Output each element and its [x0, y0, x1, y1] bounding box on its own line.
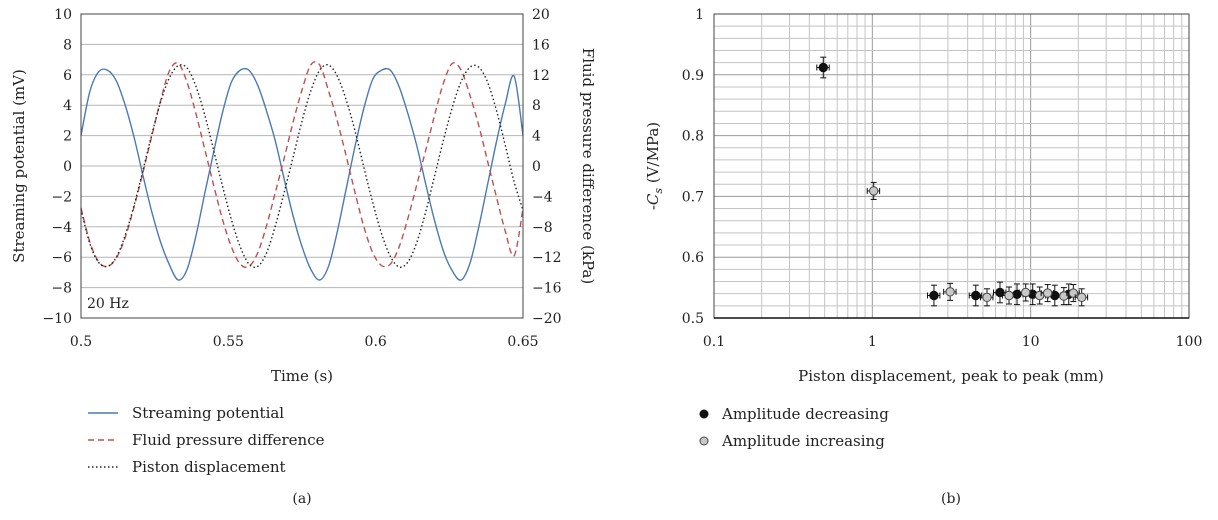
data-point-amplitude-decreasing [818, 62, 828, 73]
panel-a-gridlines [81, 13, 523, 319]
panel-a-y2-tick-label: 8 [532, 98, 541, 114]
panel-a-label: (a) [292, 491, 311, 507]
panel-a-y2-tick-label: −8 [532, 220, 553, 236]
legend-fluid-pressure-label: Fluid pressure difference [132, 431, 325, 449]
panel-b-y-tick-label: 0.5 [682, 311, 704, 327]
panel-a-legend: Streaming potential Fluid pressure diffe… [88, 404, 325, 476]
legend-amplitude-increasing-label: Amplitude increasing [721, 432, 885, 450]
data-point-amplitude-increasing [1020, 287, 1031, 298]
panel-a-y-tick-label: 0 [63, 159, 72, 175]
panel-a-y-tick-label: −10 [42, 311, 72, 327]
panel-a-series [80, 61, 524, 281]
panel-b-y-tick-label: 0.9 [682, 68, 704, 84]
panel-b-y-axis-label-suffix: (V/MPa) [644, 122, 662, 188]
panel-a-y2-tick-label: 0 [532, 159, 541, 175]
data-point-amplitude-increasing [868, 186, 879, 196]
legend-streaming-potential-label: Streaming potential [132, 404, 284, 422]
legend-piston-displacement-label: Piston displacement [132, 458, 286, 476]
panel-a-y-tick-label: 2 [63, 129, 72, 145]
series-piston-displacement [80, 63, 524, 268]
panel-a-y2-tick-label: 4 [532, 129, 541, 145]
panel-a-y-tick-label: 8 [63, 37, 72, 53]
series-streaming-potential [80, 67, 524, 281]
data-point-amplitude-increasing [1042, 288, 1053, 298]
panel-a-y2-tick-label: −16 [532, 281, 562, 297]
panel-b-gridlines [713, 13, 1189, 319]
panel-a-y-tick-label: −4 [51, 220, 72, 236]
data-point-amplitude-increasing [1004, 290, 1014, 301]
panel-a-plot-frame [80, 13, 524, 319]
panel-a-annotation: 20 Hz [87, 296, 129, 312]
panel-b-tick-labels: 0.5 0.6 0.7 0.8 0.9 1 0.1 1 10 100 [682, 7, 1203, 350]
panel-a-x-axis-label: Time (s) [271, 367, 333, 385]
panel-b-y-tick-label: 1 [695, 7, 704, 23]
panel-a-y-axis-label: Streaming potential (mV) [10, 69, 28, 263]
panel-a-y2-tick-label: 16 [532, 37, 550, 53]
panel-b: 0.5 0.6 0.7 0.8 0.9 1 0.1 1 10 100 Piston displac… [644, 7, 1202, 507]
panel-b-x-tick-label: 10 [1022, 334, 1040, 350]
panel-a-y2-tick-label: 20 [532, 7, 550, 23]
panel-a: −10−8−6−4−20246810−20−16−12−8−4048121620… [10, 7, 597, 507]
panel-a-y-tick-label: −2 [51, 189, 72, 205]
data-point-amplitude-increasing [1059, 291, 1069, 301]
panel-b-legend: Amplitude decreasing Amplitude increasin… [699, 405, 889, 450]
data-point-amplitude-increasing [1068, 288, 1079, 298]
panel-b-plot-frame [713, 13, 1190, 319]
panel-a-x-tick-label: 0.55 [213, 334, 244, 350]
panel-a-y-tick-label: 10 [54, 7, 72, 23]
data-point-amplitude-decreasing [971, 290, 981, 301]
panel-b-label: (b) [941, 491, 961, 507]
panel-a-y-tick-label: −6 [51, 250, 72, 266]
series-fluid-pressure-difference [80, 61, 524, 268]
panel-b-y-axis-label-symbol: C [644, 193, 662, 205]
panel-a-y2-tick-label: 12 [532, 68, 550, 84]
panel-a-y2-tick-label: −12 [532, 250, 562, 266]
data-point-amplitude-increasing [1076, 292, 1087, 303]
panel-b-x-axis-label: Piston displacement, peak to peak (mm) [798, 367, 1104, 385]
panel-b-y-tick-label: 0.8 [682, 129, 704, 145]
data-point-amplitude-increasing [982, 292, 992, 303]
panel-a-y2-tick-label: −4 [532, 189, 553, 205]
panel-a-y2-tick-label: −20 [532, 311, 562, 327]
panel-b-y-axis-label-prefix: - [644, 205, 662, 210]
panel-b-y-tick-label: 0.7 [682, 189, 704, 205]
data-point-amplitude-increasing [945, 287, 955, 297]
panel-b-y-tick-label: 0.6 [682, 250, 704, 266]
panel-a-y-tick-label: 6 [63, 68, 72, 84]
data-point-amplitude-decreasing [929, 290, 939, 301]
data-point-amplitude-increasing [1034, 290, 1045, 301]
legend-amplitude-decreasing-label: Amplitude decreasing [721, 405, 889, 423]
panel-b-x-tick-label: 0.1 [703, 334, 725, 350]
panel-b-x-tick-label: 1 [868, 334, 877, 350]
panel-a-y-tick-label: −8 [51, 281, 72, 297]
panel-a-x-tick-label: 0.6 [365, 334, 387, 350]
panel-a-x-tick-label: 0.65 [507, 334, 538, 350]
panel-b-points [816, 56, 1089, 307]
panel-a-x-tick-label: 0.5 [70, 334, 92, 350]
data-point-amplitude-decreasing [1012, 289, 1022, 299]
legend-amplitude-increasing-marker [699, 436, 709, 446]
panel-b-y-axis-label-subscript: s [652, 188, 665, 194]
panel-a-y2-axis-label: Fluid pressure difference (kPa) [579, 48, 597, 284]
panel-a-y-tick-label: 4 [63, 98, 72, 114]
legend-amplitude-decreasing-marker [699, 409, 709, 419]
panel-a-tick-labels: −10−8−6−4−20246810−20−16−12−8−4048121620… [42, 7, 561, 350]
panel-b-x-tick-label: 100 [1176, 334, 1203, 350]
panel-b-y-axis-label: -Cs (V/MPa) [644, 122, 665, 210]
